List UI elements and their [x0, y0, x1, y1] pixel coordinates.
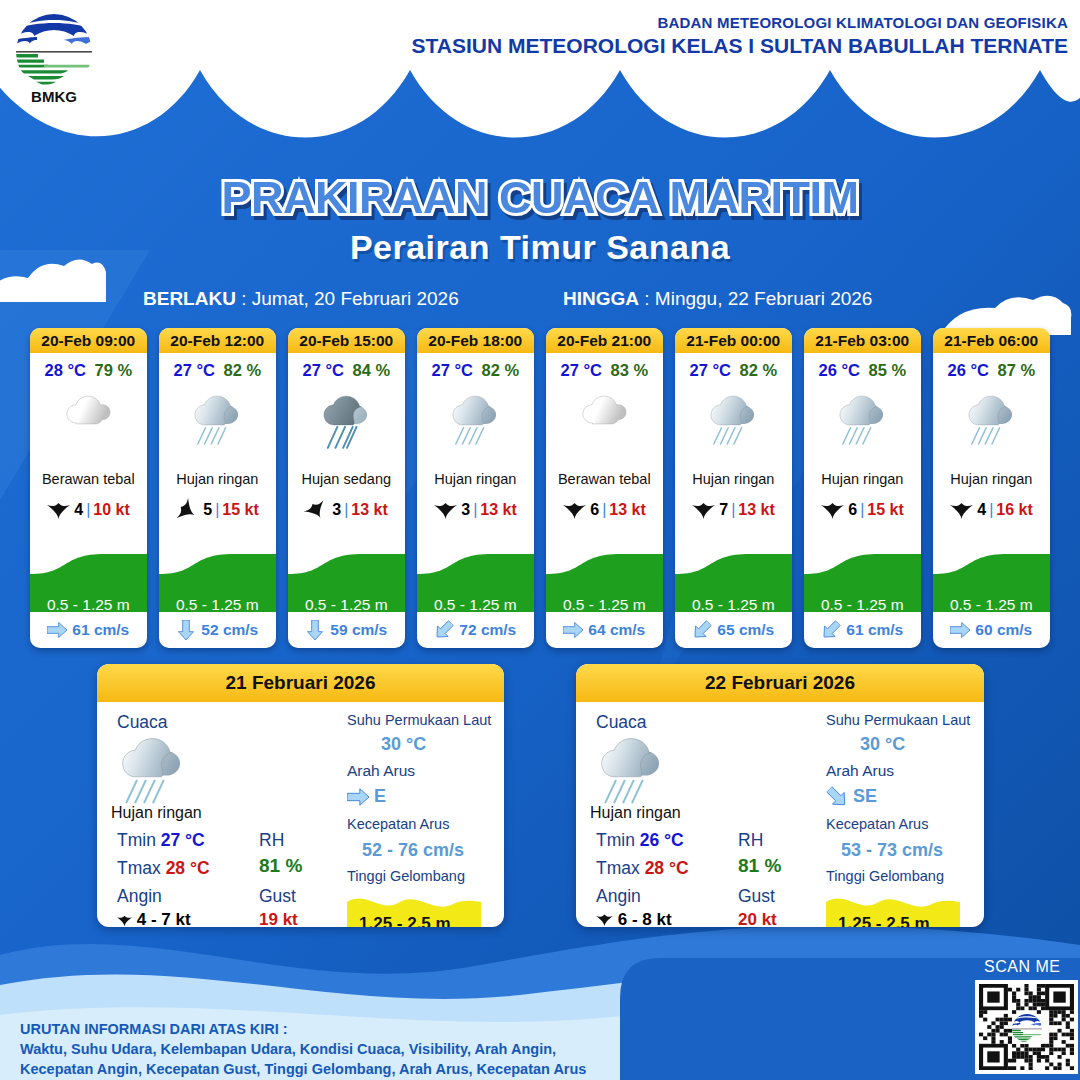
- svg-text:BMKG: BMKG: [1019, 1043, 1035, 1044]
